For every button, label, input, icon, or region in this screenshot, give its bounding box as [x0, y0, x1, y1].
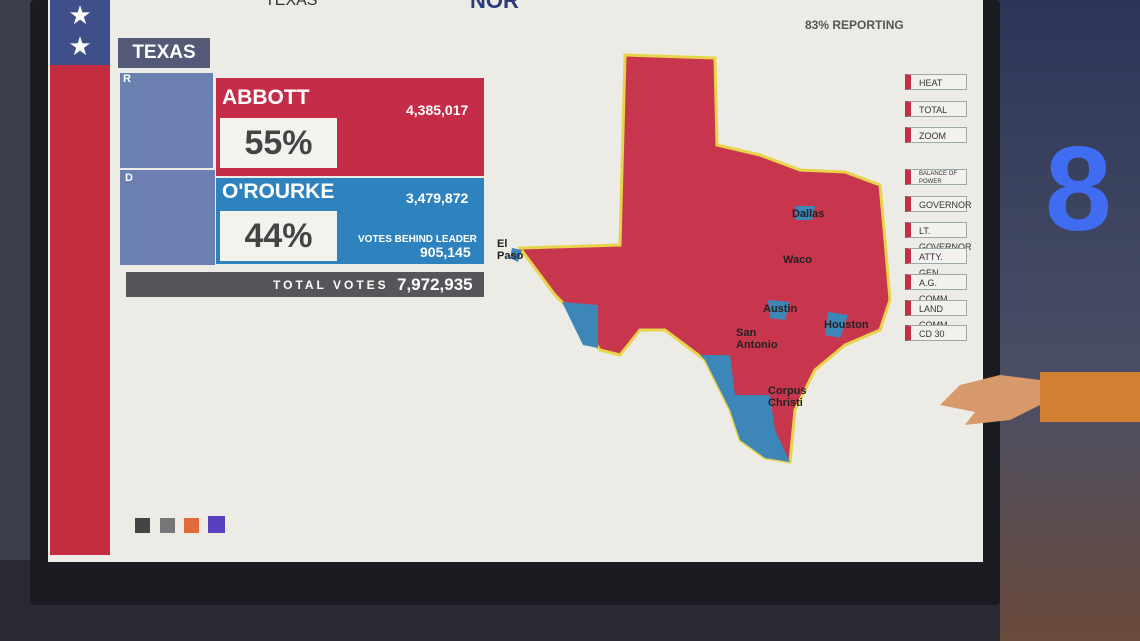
swatch: [160, 518, 175, 533]
menu-button[interactable]: LAND COMM.: [905, 300, 967, 330]
total-bar: [126, 272, 484, 297]
city: Houston: [824, 319, 869, 331]
name-d: O'ROURKE: [222, 180, 335, 203]
behind-value: 905,145: [420, 244, 471, 260]
city: Dallas: [792, 208, 825, 220]
menu-button[interactable]: BALANCE OF POWER: [905, 169, 967, 185]
city: San Antonio: [736, 327, 778, 351]
swatch: [135, 518, 150, 533]
menu-button[interactable]: CD 30: [905, 325, 967, 341]
votes-d: 3,479,872: [406, 190, 469, 206]
blue-counties: [510, 206, 848, 462]
photo-r: [120, 73, 213, 168]
party-d: D: [125, 172, 133, 184]
total-value: 7,972,935: [397, 275, 473, 294]
menu-button[interactable]: GOVERNOR: [905, 196, 972, 212]
menu-button[interactable]: HEAT: [905, 74, 967, 90]
menu-button[interactable]: LT. GOVERNOR: [905, 222, 972, 252]
header-race: NOR: [470, 0, 519, 13]
logo: 8: [1045, 122, 1112, 256]
wall: [990, 0, 1140, 641]
city: Corpus Christi: [768, 385, 807, 409]
menu-button[interactable]: A.G. COMM.: [905, 274, 967, 304]
flag-stripe: [50, 65, 110, 555]
total-label: TOTAL VOTES: [273, 278, 389, 292]
name-r: ABBOTT: [222, 86, 310, 109]
texas: [517, 53, 892, 464]
menu-button[interactable]: TOTAL: [905, 101, 967, 117]
pct-r: 55%: [220, 118, 337, 168]
photo-d: [120, 170, 215, 265]
city: Austin: [763, 303, 798, 315]
menu-button[interactable]: ATTY. GEN.: [905, 248, 967, 278]
flag-blue: ★ ★: [50, 0, 110, 65]
city: El Paso: [497, 238, 524, 262]
menu-button[interactable]: ZOOM: [905, 127, 967, 143]
votes-r: 4,385,017: [406, 102, 469, 118]
behind-label: VOTES BEHIND LEADER: [358, 234, 477, 245]
swatch: [208, 516, 225, 533]
reporting: 83% REPORTING: [805, 18, 904, 32]
header-state: TEXAS: [265, 0, 318, 9]
swatch: [184, 518, 199, 533]
state-label: TEXAS: [118, 38, 210, 68]
city: Waco: [783, 254, 812, 266]
pct-d: 44%: [220, 211, 337, 261]
sleeve: [1040, 372, 1140, 422]
party-r: R: [123, 73, 131, 85]
